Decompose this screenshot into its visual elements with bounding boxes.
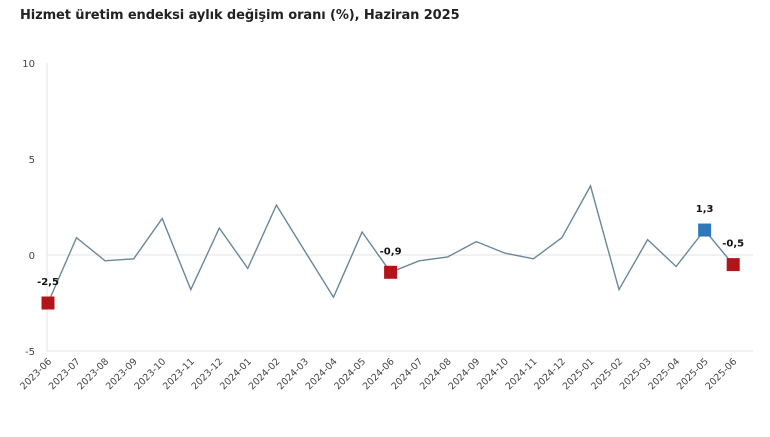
series-line [47,184,734,304]
data-label: 1,3 [696,204,714,215]
y-tick-label: -5 [25,347,35,358]
data-label: -0,9 [380,246,402,257]
data-markers: -2,5 -0,9 1,3 -0,5 [37,204,744,310]
y-tick-label: 10 [22,59,35,70]
data-label: -0,5 [722,239,744,250]
x-tick-label: 2025-06 [703,356,739,392]
y-axis-ticks: 10 5 0 -5 [22,59,35,358]
red-square-marker [384,265,398,279]
axes [46,63,754,352]
data-series [47,184,734,304]
x-axis-ticks: 2023-062023-072023-082023-092023-102023-… [18,356,739,392]
chart-title: Hizmet üretim endeksi aylık değişim oran… [20,8,460,23]
red-square-marker [41,296,55,310]
y-tick-label: 0 [29,251,35,262]
red-square-marker [726,258,740,272]
blue-square-marker [698,223,712,237]
y-tick-label: 5 [29,155,35,166]
data-label: -2,5 [37,277,59,288]
